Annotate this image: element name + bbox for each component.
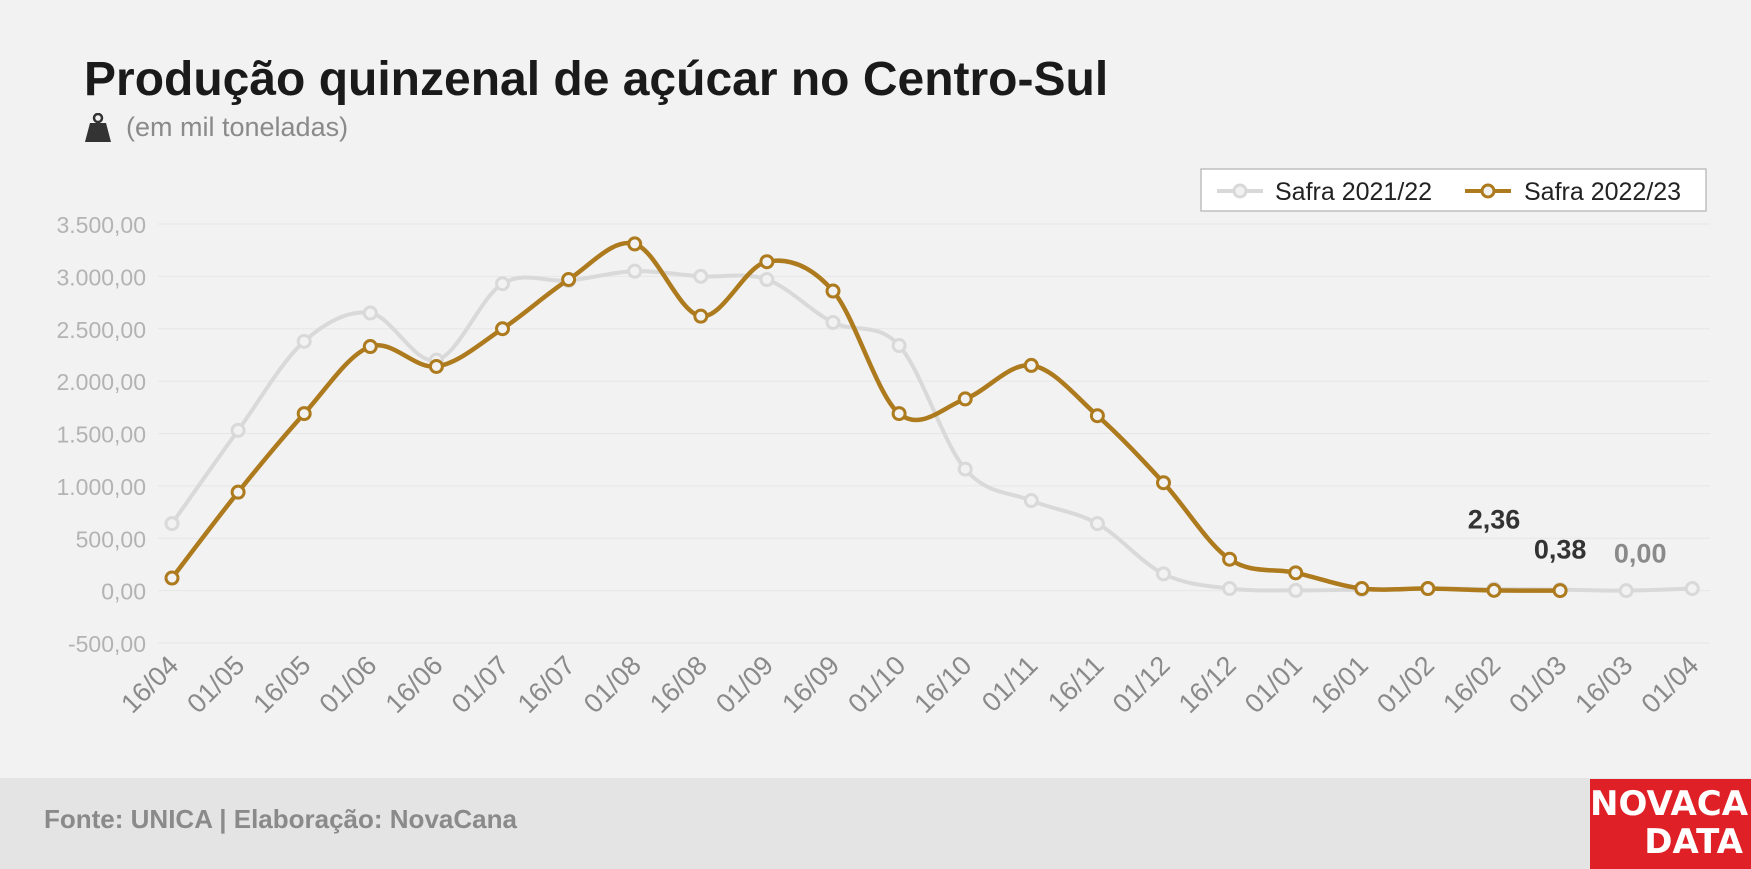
x-tick-label: 16/06 [380, 650, 449, 719]
chart-title: Produção quinzenal de açúcar no Centro-S… [84, 53, 1109, 106]
x-tick-label: 01/12 [1107, 650, 1176, 719]
data-point [428, 358, 444, 374]
data-point [1420, 581, 1436, 597]
legend-box [1200, 168, 1707, 212]
data-point [230, 484, 246, 500]
data-point [1023, 493, 1039, 509]
weight-icon [85, 112, 111, 142]
data-point [891, 338, 907, 354]
source-text: Fonte: UNICA | Elaboração: NovaCana [44, 804, 517, 834]
data-point [1089, 408, 1105, 424]
data-point [825, 283, 841, 299]
data-point [1023, 357, 1039, 373]
y-tick-label: 2.000,00 [56, 369, 146, 395]
data-point [1684, 581, 1700, 597]
legend: Safra 2021/22 Safra 2022/23 [1200, 168, 1707, 212]
series-1 [164, 263, 1700, 599]
y-tick-label: 500,00 [76, 526, 146, 552]
legend-marker-2022 [1480, 183, 1496, 199]
data-point [1618, 583, 1634, 599]
y-tick-label: 0,00 [101, 579, 146, 605]
x-tick-label: 16/07 [512, 650, 581, 719]
data-point [362, 305, 378, 321]
data-point [1222, 581, 1238, 597]
data-point [891, 406, 907, 422]
data-point [957, 391, 973, 407]
data-point [296, 333, 312, 349]
x-tick-label: 01/04 [1636, 650, 1705, 719]
x-tick-label: 16/09 [776, 650, 845, 719]
logo-line-2: DATA [1644, 822, 1743, 862]
data-point [495, 321, 510, 337]
x-tick-label: 01/05 [181, 650, 250, 719]
x-tick-label: 16/04 [115, 650, 184, 719]
data-point [362, 339, 378, 355]
data-point [957, 461, 973, 477]
data-point [759, 272, 775, 288]
x-tick-label: 16/01 [1305, 650, 1374, 719]
x-tick-label: 16/10 [908, 650, 977, 719]
legend-label-2021: Safra 2021/22 [1275, 178, 1432, 206]
y-tick-label: 1.000,00 [56, 474, 146, 500]
data-point [1222, 551, 1238, 567]
line-chart: 3.500,00 3.000,00 2.500,00 2.000,00 1.500,00… [56, 168, 1710, 719]
data-point [1089, 516, 1105, 532]
data-point [1354, 581, 1370, 597]
y-tick-label: 3.000,00 [56, 264, 146, 290]
data-point [296, 406, 312, 422]
x-tick-label: 01/06 [314, 650, 383, 719]
novacana-logo: NOVACANA DATA [1590, 779, 1751, 869]
data-label: 0,00 [1614, 539, 1667, 569]
footer: Fonte: UNICA | Elaboração: NovaCana [0, 778, 1751, 869]
data-annotations: 2,36 0,38 0,00 [1468, 504, 1667, 568]
x-tick-label: 16/08 [644, 650, 713, 719]
x-tick-label: 16/05 [247, 650, 316, 719]
legend-label-2022: Safra 2022/23 [1524, 178, 1681, 206]
data-label: 2,36 [1468, 504, 1521, 534]
data-point [1486, 582, 1502, 598]
x-tick-label: 01/02 [1371, 650, 1440, 719]
data-point [230, 422, 246, 438]
data-point [759, 254, 775, 270]
data-point [561, 272, 577, 288]
data-label: 0,38 [1534, 535, 1587, 565]
x-tick-label: 16/12 [1173, 650, 1242, 719]
x-tick-label: 01/03 [1503, 650, 1572, 719]
series-lines [164, 236, 1700, 599]
x-tick-label: 16/11 [1042, 650, 1110, 718]
legend-marker-2021 [1232, 183, 1248, 199]
x-tick-label: 16/03 [1569, 650, 1638, 719]
y-tick-label: 2.500,00 [56, 317, 146, 343]
data-point [1288, 565, 1304, 581]
x-tick-label: 16/02 [1437, 650, 1506, 719]
data-point [495, 276, 510, 292]
data-point [1288, 582, 1304, 598]
data-point [693, 268, 709, 284]
data-point [1552, 583, 1568, 599]
y-tick-label: -500,00 [68, 631, 146, 657]
data-point [627, 236, 643, 252]
logo-line-1: NOVACANA [1590, 784, 1751, 824]
data-point [164, 516, 180, 532]
x-tick-label: 01/10 [842, 650, 911, 719]
x-tick-label: 01/09 [710, 650, 779, 719]
data-point [693, 308, 709, 324]
y-tick-label: 3.500,00 [56, 212, 146, 238]
data-point [825, 314, 841, 330]
x-tick-label: 01/07 [446, 650, 515, 719]
data-point [1156, 566, 1171, 582]
series-2 [164, 236, 1568, 599]
series-line [170, 269, 1693, 593]
data-point [627, 263, 643, 279]
y-tick-label: 1.500,00 [56, 422, 146, 448]
x-tick-label: 01/01 [1239, 650, 1308, 719]
data-point [1156, 475, 1171, 491]
subtitle-row: (em mil toneladas) [84, 112, 348, 143]
chart-subtitle: (em mil toneladas) [126, 112, 349, 142]
x-tick-label: 01/08 [578, 650, 647, 719]
grid-lines [158, 223, 1710, 644]
x-tick-label: 01/11 [976, 650, 1044, 718]
data-point [164, 570, 180, 586]
